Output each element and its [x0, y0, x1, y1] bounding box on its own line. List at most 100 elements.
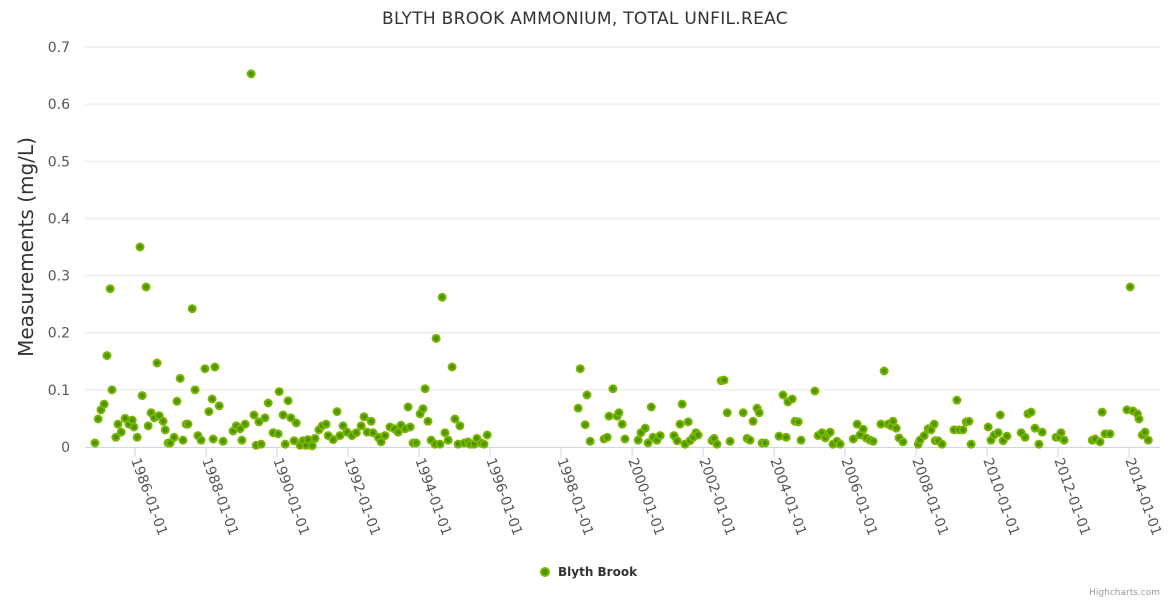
data-point[interactable] — [332, 407, 342, 417]
data-point[interactable] — [719, 375, 729, 385]
data-point[interactable] — [132, 432, 142, 442]
data-point[interactable] — [214, 401, 224, 411]
data-point[interactable] — [1030, 423, 1040, 433]
series-blyth-brook[interactable] — [90, 69, 1153, 451]
data-point[interactable] — [952, 395, 962, 405]
data-point[interactable] — [1097, 407, 1107, 417]
data-point[interactable] — [620, 434, 630, 444]
data-point[interactable] — [983, 422, 993, 432]
data-point[interactable] — [825, 427, 835, 437]
data-point[interactable] — [200, 364, 210, 374]
data-point[interactable] — [175, 373, 185, 383]
data-point[interactable] — [582, 390, 592, 400]
data-point[interactable] — [585, 436, 595, 446]
data-point[interactable] — [1026, 407, 1036, 417]
data-point[interactable] — [633, 435, 643, 445]
data-point[interactable] — [328, 435, 338, 445]
data-point[interactable] — [420, 384, 430, 394]
data-point[interactable] — [879, 366, 889, 376]
data-point[interactable] — [479, 439, 489, 449]
data-point[interactable] — [1134, 414, 1144, 424]
data-point[interactable] — [1143, 435, 1153, 445]
data-point[interactable] — [135, 242, 145, 252]
data-point[interactable] — [368, 428, 378, 438]
credits-link[interactable]: Highcharts.com — [1089, 588, 1160, 598]
data-point[interactable] — [105, 284, 115, 294]
data-point[interactable] — [580, 420, 590, 430]
data-point[interactable] — [351, 428, 361, 438]
data-point[interactable] — [787, 394, 797, 404]
data-point[interactable] — [366, 416, 376, 426]
data-point[interactable] — [848, 434, 858, 444]
data-point[interactable] — [210, 362, 220, 372]
data-point[interactable] — [993, 428, 1003, 438]
data-point[interactable] — [602, 432, 612, 442]
data-point[interactable] — [966, 439, 976, 449]
data-point[interactable] — [745, 435, 755, 445]
data-point[interactable] — [218, 436, 228, 446]
data-point[interactable] — [405, 422, 415, 432]
data-point[interactable] — [793, 417, 803, 427]
data-point[interactable] — [575, 364, 585, 374]
data-point[interactable] — [919, 431, 929, 441]
data-point[interactable] — [403, 402, 413, 412]
data-point[interactable] — [447, 362, 457, 372]
data-point[interactable] — [249, 410, 259, 420]
data-point[interactable] — [187, 304, 197, 314]
data-point[interactable] — [280, 439, 290, 449]
data-point[interactable] — [754, 408, 764, 418]
data-point[interactable] — [190, 385, 200, 395]
data-point[interactable] — [431, 333, 441, 343]
data-point[interactable] — [722, 408, 732, 418]
data-point[interactable] — [207, 394, 217, 404]
data-point[interactable] — [608, 384, 618, 394]
data-point[interactable] — [672, 436, 682, 446]
data-point[interactable] — [1020, 432, 1030, 442]
data-point[interactable] — [774, 431, 784, 441]
data-point[interactable] — [835, 439, 845, 449]
data-point[interactable] — [338, 421, 348, 431]
data-point[interactable] — [254, 417, 264, 427]
data-point[interactable] — [646, 402, 656, 412]
data-point[interactable] — [1034, 439, 1044, 449]
data-point[interactable] — [995, 410, 1005, 420]
data-point[interactable] — [929, 419, 939, 429]
data-point[interactable] — [604, 411, 614, 421]
data-point[interactable] — [1125, 282, 1135, 292]
data-point[interactable] — [868, 436, 878, 446]
data-point[interactable] — [810, 386, 820, 396]
data-point[interactable] — [273, 429, 283, 439]
data-point[interactable] — [1056, 428, 1066, 438]
data-point[interactable] — [380, 431, 390, 441]
data-point[interactable] — [283, 396, 293, 406]
data-point[interactable] — [246, 69, 256, 79]
data-point[interactable] — [760, 438, 770, 448]
data-point[interactable] — [263, 398, 273, 408]
data-point[interactable] — [683, 417, 693, 427]
data-point[interactable] — [781, 432, 791, 442]
data-point[interactable] — [286, 413, 296, 423]
data-point[interactable] — [111, 432, 121, 442]
data-point[interactable] — [964, 416, 974, 426]
data-point[interactable] — [310, 433, 320, 443]
data-point[interactable] — [260, 413, 270, 423]
data-point[interactable] — [614, 408, 624, 418]
data-point[interactable] — [1095, 437, 1105, 447]
data-point[interactable] — [107, 385, 117, 395]
data-point[interactable] — [617, 419, 627, 429]
data-point[interactable] — [116, 427, 126, 437]
data-point[interactable] — [90, 438, 100, 448]
data-point[interactable] — [169, 432, 179, 442]
data-point[interactable] — [204, 407, 214, 417]
data-point[interactable] — [725, 436, 735, 446]
data-point[interactable] — [99, 399, 109, 409]
data-point[interactable] — [418, 404, 428, 414]
data-point[interactable] — [437, 292, 447, 302]
data-point[interactable] — [858, 424, 868, 434]
data-point[interactable] — [796, 435, 806, 445]
data-point[interactable] — [738, 408, 748, 418]
data-point[interactable] — [958, 425, 968, 435]
data-point[interactable] — [888, 416, 898, 426]
data-point[interactable] — [643, 438, 653, 448]
data-point[interactable] — [129, 422, 139, 432]
